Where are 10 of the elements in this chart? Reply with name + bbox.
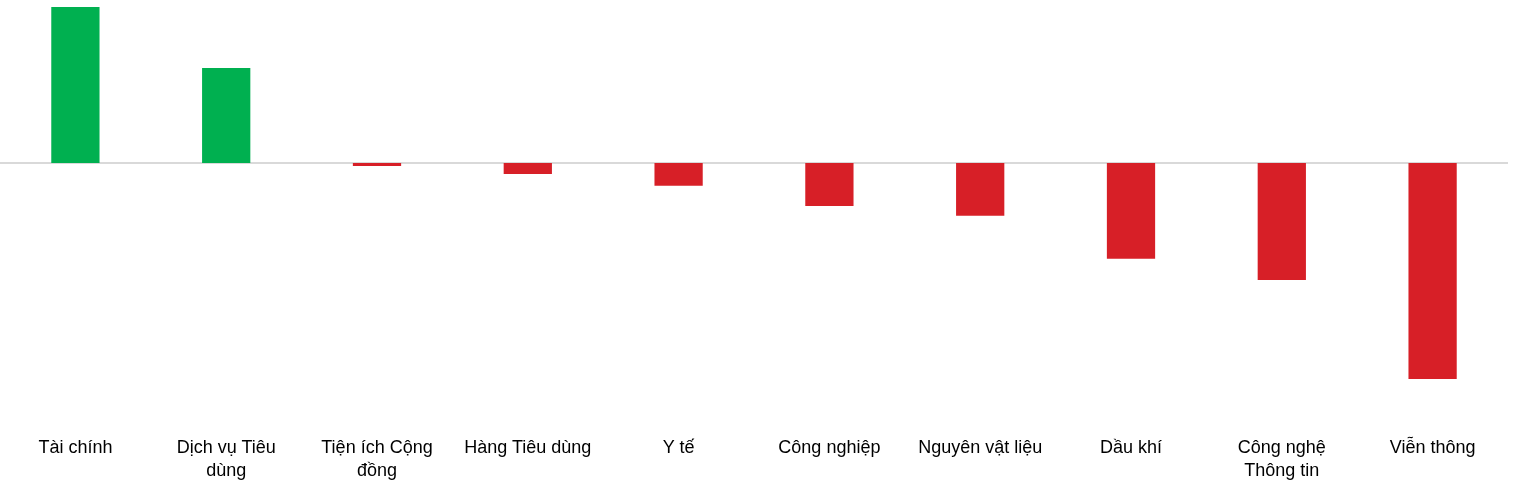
x-tick-label: Tiện ích Cộng đồng bbox=[321, 437, 433, 481]
x-tick-label: Dầu khí bbox=[1099, 437, 1163, 457]
x-tick-label: Nguyên vật liệu bbox=[918, 437, 1043, 457]
x-tick-label: Công nghệ Thông tin bbox=[1237, 437, 1326, 481]
x-tick-label: Tài chính bbox=[38, 437, 113, 457]
x-tick-label: Viễn thông bbox=[1389, 436, 1476, 457]
x-tick-label: Công nghiệp bbox=[778, 437, 881, 457]
x-tick-label: Hàng Tiêu dùng bbox=[464, 437, 592, 457]
x-tick-label: Dịch vụ Tiêu dùng bbox=[176, 437, 276, 481]
x-tick-label: Y tế bbox=[662, 437, 695, 457]
